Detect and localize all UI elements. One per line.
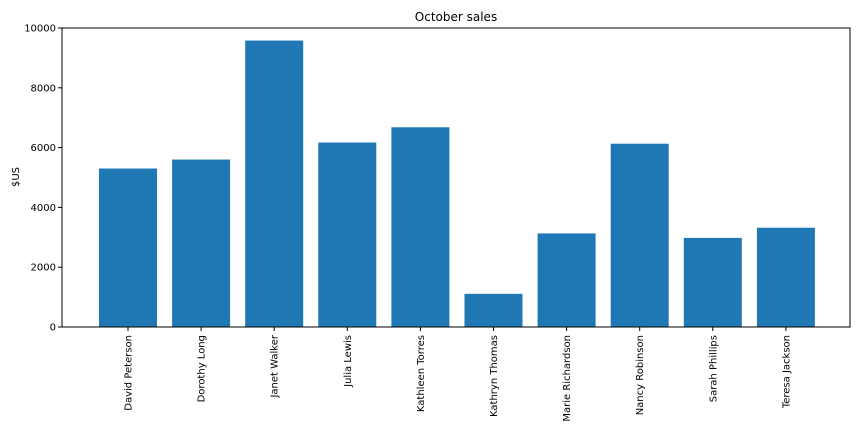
x-tick-label: Nancy Robinson (635, 335, 646, 415)
bar (391, 127, 450, 327)
bar (537, 233, 596, 327)
x-tick-label: Marie Richardson (562, 335, 573, 422)
x-ticks: David Peterson Dorothy Long Janet Walker Ju… (124, 327, 792, 422)
bar (172, 159, 231, 327)
x-tick-label: David Peterson (124, 335, 135, 411)
bars-layer (99, 40, 815, 328)
x-tick-label: Dorothy Long (197, 335, 208, 402)
plot-frame (61, 27, 851, 328)
x-tick-label: Kathryn Thomas (489, 335, 500, 417)
y-tick-label: 4000 (31, 203, 56, 214)
x-tick-label: Janet Walker (270, 334, 281, 398)
x-tick-label: Sarah Phillips (708, 335, 719, 402)
y-ticks: 0 2000 4000 6000 8000 10000 (24, 24, 62, 334)
y-tick-label: 8000 (31, 83, 56, 94)
x-tick-label: Teresa Jackson (781, 335, 792, 409)
y-tick-label: 2000 (31, 263, 56, 274)
chart-title: October sales (415, 10, 497, 24)
y-tick-label: 6000 (31, 143, 56, 154)
bar (464, 293, 523, 327)
bar (245, 40, 304, 328)
y-axis-label: $US (11, 167, 22, 187)
y-tick-label: 10000 (24, 24, 56, 35)
x-tick-label: Kathleen Torres (416, 335, 427, 412)
bar (756, 227, 815, 327)
y-tick-label: 0 (50, 323, 56, 334)
x-tick-label: Julia Lewis (343, 335, 354, 388)
bar (610, 143, 669, 327)
bar (99, 168, 157, 327)
bar (683, 237, 742, 327)
bar (318, 142, 377, 327)
